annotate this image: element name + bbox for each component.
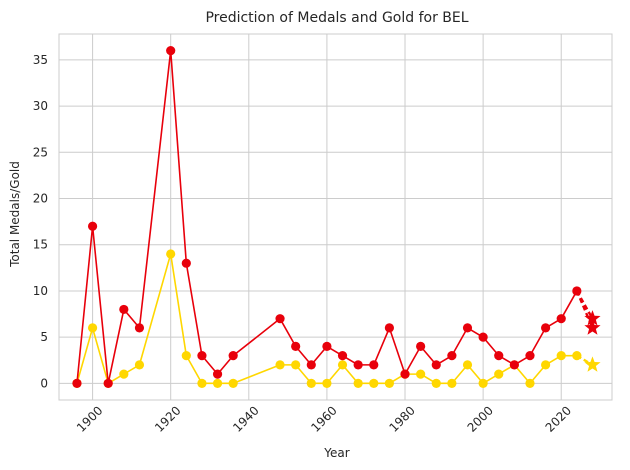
gold-point [431, 378, 441, 388]
x-tick-label: 1920 [152, 403, 183, 434]
gold-point [197, 378, 207, 388]
gold-point [212, 378, 223, 388]
gold-point [541, 360, 551, 370]
plot-frame [58, 33, 613, 401]
total-point [275, 314, 285, 324]
total-point [119, 304, 129, 315]
series-layer [72, 46, 601, 388]
total-point [431, 360, 441, 370]
gold-point [119, 369, 129, 379]
total-point [509, 360, 519, 370]
total-point [416, 341, 426, 351]
y-tick-label: 5 [40, 330, 48, 344]
y-tick-label: 20 [33, 192, 48, 206]
gold-point [525, 378, 535, 388]
y-tick-label: 35 [33, 53, 48, 67]
y-tick-label: 10 [33, 284, 48, 298]
total-point [306, 360, 316, 370]
gold-point [228, 378, 238, 388]
total-point [166, 46, 176, 56]
gold-point [462, 360, 473, 370]
gold-prediction-star [584, 356, 601, 372]
gold-point [87, 323, 98, 333]
gold-point [478, 378, 488, 388]
y-tick-label: 25 [33, 145, 48, 159]
total-point [369, 360, 379, 370]
gold-point [275, 360, 285, 370]
gold-point [181, 351, 191, 361]
gold-point [353, 378, 363, 388]
gold-point [556, 351, 566, 361]
gold-point [494, 369, 504, 379]
total-point [447, 351, 457, 361]
total-point [228, 351, 238, 361]
y-tick-label: 0 [40, 376, 48, 390]
total-point [541, 323, 551, 333]
x-tick-labels: 1900 1920 1940 1960 1980 2000 2020 [74, 403, 574, 434]
gold-prediction-line [576, 354, 594, 366]
total-point [291, 341, 301, 351]
gold-point [384, 378, 394, 388]
y-tick-label: 15 [33, 238, 48, 252]
total-prediction-line [575, 290, 594, 320]
total-point [494, 351, 504, 361]
x-axis-label: Year [323, 446, 349, 460]
total-point [384, 323, 394, 333]
total-point [181, 258, 191, 268]
gold-point [447, 378, 457, 388]
total-point [337, 351, 348, 361]
x-tick-label: 2020 [543, 403, 574, 434]
total-prediction-star [584, 319, 601, 335]
y-tick-labels: 0 5 10 15 20 25 30 35 [33, 53, 48, 390]
total-point [462, 323, 473, 333]
total-point [353, 360, 363, 370]
x-tick-label: 1940 [230, 403, 261, 434]
gold-point [306, 378, 316, 388]
total-point [197, 351, 207, 361]
x-tick-label: 1900 [74, 403, 105, 434]
total-point [322, 341, 332, 351]
total-point [103, 378, 113, 388]
total-point [400, 369, 410, 379]
total-point [212, 369, 223, 379]
gold-point [369, 378, 379, 388]
x-tick-label: 2000 [465, 403, 496, 434]
y-tick-label: 30 [33, 99, 48, 113]
total-point [525, 351, 535, 361]
total-point [478, 332, 488, 342]
y-axis-label: Total Medals/Gold [8, 161, 22, 268]
grid [59, 34, 612, 400]
chart-title: Prediction of Medals and Gold for BEL [205, 10, 468, 26]
gold-point [337, 360, 348, 370]
x-tick-label: 1960 [308, 403, 339, 434]
gold-point [291, 360, 301, 370]
total-point [72, 378, 82, 388]
total-point [556, 314, 566, 324]
x-tick-label: 1980 [386, 403, 417, 434]
gold-point [134, 360, 145, 370]
gold-point [416, 369, 426, 379]
total-point [87, 221, 98, 231]
total-prediction-star [584, 310, 601, 326]
total-point [134, 323, 145, 333]
gold-point [166, 249, 176, 259]
gold-point [322, 378, 332, 388]
